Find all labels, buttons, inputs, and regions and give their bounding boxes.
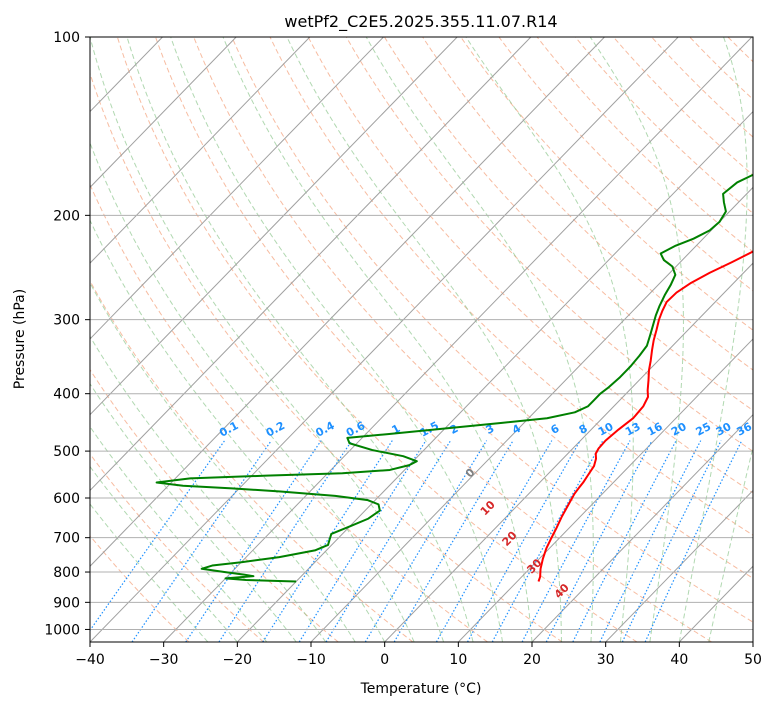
y-tick-label: 800: [53, 565, 80, 581]
isotherm-line: [236, 110, 753, 642]
background-lines: [90, 37, 775, 642]
y-tick-label: 1000: [44, 622, 80, 638]
isotherm-line: [457, 338, 753, 642]
isotherm-line: [384, 262, 753, 642]
dry-adiabat-line: [193, 37, 753, 623]
mixing-ratio-label: 36: [734, 420, 754, 439]
moist-adiabat-line: [589, 37, 684, 642]
mixing-ratio-line: [491, 440, 604, 642]
mixing-ratio-label: 30: [714, 420, 734, 439]
axes: −40 −30 −20 −10 0 10 20 30 40 50 100 200 300 400 500 60…: [44, 30, 762, 668]
mixing-ratio-label: 20: [669, 420, 689, 439]
isotherm-line: [531, 413, 753, 642]
y-axis-title: Pressure (hPa): [12, 289, 28, 389]
mixing-ratio-label: 25: [694, 420, 714, 439]
isotherm-line: [163, 37, 753, 642]
x-tick-label: 10: [449, 652, 467, 668]
isotherm-line: [605, 489, 753, 642]
mixing-ratio-line: [185, 440, 322, 642]
dry-adiabat-line: [766, 37, 775, 642]
x-tick-label: 0: [380, 652, 389, 668]
dry-adiabat-line: [231, 37, 753, 579]
plot-frame: [89, 36, 754, 643]
dry-adiabat-line: [307, 37, 753, 494]
y-tick-label: 300: [53, 313, 80, 329]
isotherm-line: [310, 186, 753, 642]
mixing-ratio-label: 16: [645, 420, 665, 439]
isotherm-line: [90, 37, 384, 340]
y-tick-label: 600: [53, 491, 80, 507]
mixing-ratio-line: [364, 440, 488, 642]
mixing-ratio-line: [545, 440, 653, 642]
isotherm-line: [752, 641, 753, 642]
moist-adiabat-line: [90, 425, 268, 642]
y-tick-label: 700: [53, 531, 80, 547]
isotherm-line: [90, 37, 532, 492]
y-tick-label: 200: [53, 208, 80, 224]
mixing-ratio-line: [262, 440, 393, 642]
y-tick-label: 500: [53, 444, 80, 460]
dewpoint-line: [155, 173, 753, 583]
x-tick-label: −30: [149, 652, 179, 668]
dry-adiabat-line: [498, 37, 753, 292]
x-tick-label: −10: [296, 652, 326, 668]
x-tick-label: −20: [223, 652, 253, 668]
pressure-gridlines: [90, 37, 753, 630]
mixing-ratio-line: [521, 440, 631, 642]
y-tick-label: 900: [53, 595, 80, 611]
mixing-ratio-line: [298, 440, 427, 642]
y-tick-label: 100: [53, 30, 80, 46]
x-tick-label: 20: [523, 652, 541, 668]
isotherm-line: [90, 37, 605, 567]
dry-adiabat-line: [90, 183, 488, 642]
moist-adiabat-line: [678, 37, 748, 642]
isotherm-line: [90, 37, 237, 189]
mixing-ratio-line: [325, 440, 452, 642]
profile-lines: [155, 173, 753, 583]
moist-adiabat-line: [90, 335, 327, 642]
mixing-ratio-line: [218, 440, 353, 642]
x-axis-title: Temperature (°C): [360, 681, 482, 697]
mixing-ratio-line: [131, 440, 272, 642]
mixing-ratio-line: [621, 440, 722, 642]
dry-adiabat-line: [90, 71, 563, 642]
plot-background: [90, 37, 753, 642]
dry-adiabat-line: [422, 37, 753, 371]
moist-adiabat-line: [365, 37, 594, 642]
x-tick-label: 40: [670, 652, 688, 668]
moist-adiabat-line: [170, 37, 504, 642]
dry-adiabat-line: [269, 37, 753, 536]
moist-adiabat-line: [90, 382, 297, 642]
x-tick-label: 50: [744, 652, 762, 668]
moist-adiabat-line: [286, 37, 562, 642]
dry-adiabat-line: [90, 534, 190, 642]
moist-adiabat-line: [708, 445, 753, 642]
x-tick-label: 30: [597, 652, 615, 668]
moist-adiabat-line: [90, 465, 238, 642]
dry-adiabat-line: [384, 37, 753, 412]
mixing-ratio-line: [599, 440, 702, 642]
x-tick-label: −40: [75, 652, 105, 668]
dry-adiabat-line: [90, 279, 414, 642]
mixing-ratio-line: [393, 440, 514, 642]
temperature-line: [537, 250, 753, 582]
chart-title: wetPf2_C2E5.2025.355.11.07.R14: [284, 12, 557, 32]
y-tick-label: 400: [53, 387, 80, 403]
mixing-ratio-label: 10: [596, 420, 616, 439]
isotherm-line: [90, 37, 311, 264]
moist-adiabat-line: [465, 37, 634, 642]
mixing-ratio-label: 13: [623, 420, 643, 439]
moist-adiabat-line: [222, 37, 533, 642]
moist-adiabat-line: [126, 37, 474, 642]
mixing-ratio-line: [572, 440, 677, 642]
isotherm-line: [90, 37, 458, 416]
moist-adiabat-line: [90, 219, 386, 642]
moist-adiabat-line: [90, 37, 445, 642]
isotherm-line: [90, 37, 679, 642]
dry-adiabat-line: [116, 37, 638, 642]
dry-adiabat-line: [155, 37, 712, 642]
